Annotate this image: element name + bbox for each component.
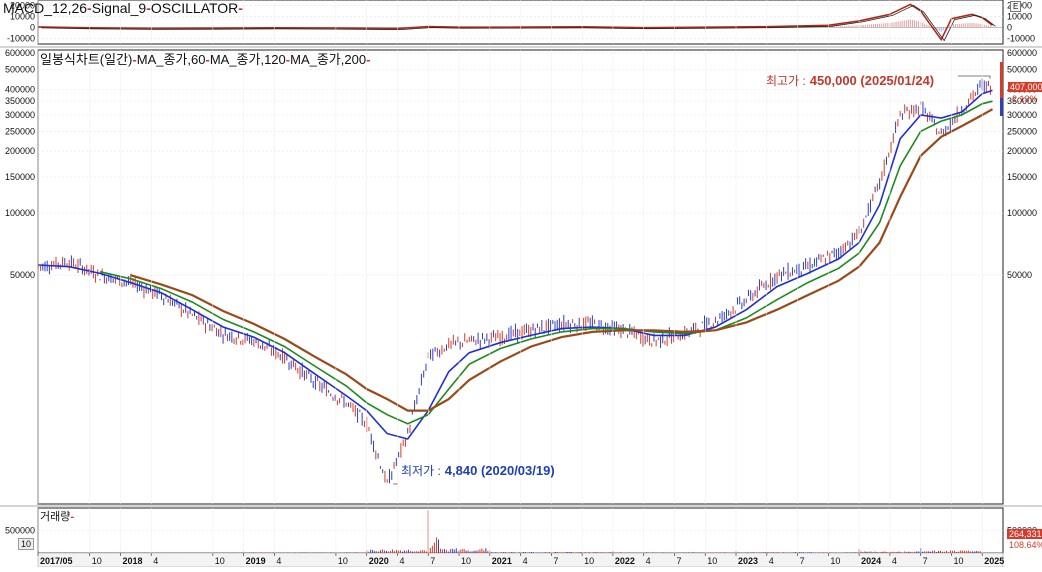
price-tick-right: 300000: [1007, 110, 1037, 120]
volume-tick-left: 500000: [5, 526, 35, 536]
time-tick-label: 4: [276, 556, 281, 566]
macd-tick-right: 0: [1007, 23, 1012, 33]
price-tick-left: 50000: [10, 270, 35, 280]
time-tick-label: 2025: [984, 556, 1004, 566]
time-tick-label: 2019: [246, 556, 266, 566]
volume-percent-badge: 108.64%: [1009, 540, 1042, 550]
time-tick-label: 7: [553, 556, 558, 566]
ma200-title: MA_종가,200: [290, 52, 367, 67]
time-tick-label: 4: [399, 556, 404, 566]
price-tick-left: 200000: [5, 146, 35, 156]
time-tick-label: 7: [923, 556, 928, 566]
time-tick-label: 2023: [738, 556, 758, 566]
macd-signal-line: [41, 4, 996, 42]
high-price-value: 450,000 (2025/01/24): [809, 73, 935, 88]
macd-tick-left: 10000: [10, 12, 35, 22]
title-separator: -: [87, 0, 92, 16]
macd-right-marker[interactable]: E: [1010, 1, 1022, 12]
title-separator: -: [285, 52, 291, 67]
price-tick-left: 500000: [5, 64, 35, 74]
low-price-value: 4,840 (2020/03/19): [444, 463, 555, 478]
price-tick-left: 600000: [5, 48, 35, 58]
price-tick-left: 150000: [5, 172, 35, 182]
price-tick-right: 150000: [1007, 172, 1037, 182]
current-price-badge: 407,000: [1008, 82, 1042, 92]
change-percent-badge: 2.13%: [1012, 94, 1038, 104]
price-panel-title: 일봉식차트(일간)-MA_종가,60-MA_종가,120-MA_종가,200-: [40, 49, 370, 68]
macd-tick-right: -10000: [1007, 34, 1035, 44]
time-tick-label: 4: [892, 556, 897, 566]
low-price-label: 최저가 :: [401, 464, 441, 478]
macd-title-part: MACD_12,26: [3, 0, 88, 16]
time-tick-label: 10: [830, 556, 840, 566]
time-tick-label: 2022: [615, 556, 635, 566]
ma60-line: [38, 89, 993, 440]
price-tick-left: 250000: [5, 126, 35, 136]
volume-panel-title: 거래량-: [40, 508, 74, 524]
volume-title-text: 거래량: [40, 511, 71, 523]
price-tick-right: 600000: [1007, 48, 1037, 58]
time-tick-label: 10: [92, 556, 102, 566]
title-separator: -: [205, 52, 210, 67]
macd-tick-left: 20000: [10, 1, 35, 11]
price-tick-right: 50000: [1007, 270, 1032, 280]
price-tick-right: 350000: [1007, 96, 1037, 106]
price-range-bar-down: [1000, 98, 1003, 116]
price-tick-right: 200000: [1007, 146, 1037, 156]
volume-current-badge: 264,331: [1007, 529, 1042, 539]
price-tick-left: 350000: [5, 96, 35, 106]
title-separator: -: [366, 52, 371, 67]
time-tick-label: 4: [523, 556, 528, 566]
time-tick-label: 10: [953, 556, 963, 566]
price-tick-right: 250000: [1007, 126, 1037, 136]
time-tick-label: 10: [707, 556, 717, 566]
time-tick-label: 2018: [122, 556, 142, 566]
price-title-part: 일봉식차트(일간): [40, 52, 133, 67]
macd-tick-right: 10000: [1007, 12, 1032, 22]
time-tick-label: 10: [461, 556, 471, 566]
time-tick-label: 7: [430, 556, 435, 566]
time-tick-label: 2020: [369, 556, 389, 566]
title-separator: -: [70, 511, 75, 523]
macd-panel-title: MACD_12,26-Signal_9-OSCILLATOR-: [3, 0, 243, 16]
time-tick-label: 4: [646, 556, 651, 566]
price-tick-right: 500000: [1007, 64, 1037, 74]
time-tick-label: 10: [215, 556, 225, 566]
time-tick-label: 10: [338, 556, 348, 566]
price-tick-left: 300000: [5, 110, 35, 120]
price-tick-left: 100000: [5, 208, 35, 218]
macd-title-part: Signal_9: [91, 0, 147, 16]
price-range-bar-up: [1000, 62, 1003, 98]
high-price-label: 최고가 :: [766, 74, 806, 88]
time-tick-label: 4: [769, 556, 774, 566]
macd-tick-left: 0: [30, 23, 35, 33]
price-tick-right: 100000: [1007, 208, 1037, 218]
title-separator: -: [132, 52, 137, 67]
time-tick-label: 7: [676, 556, 681, 566]
macd-tick-left: -10000: [7, 34, 35, 44]
time-tick-label: 10: [584, 556, 594, 566]
high-price-annotation: 최고가 :450,000 (2025/01/24): [766, 72, 934, 89]
ma120-title: MA_종가,120: [209, 52, 286, 67]
price-tick-left: 400000: [5, 84, 35, 94]
time-tick-label: 2017/05: [40, 556, 73, 566]
title-separator: -: [238, 0, 243, 16]
time-tick-label: 4: [153, 556, 158, 566]
time-tick-label: 2021: [492, 556, 512, 566]
low-price-annotation: 최저가 :4,840 (2020/03/19): [401, 462, 555, 479]
time-tick-label: 2024: [861, 556, 881, 566]
ma60-title: MA_종가,60: [136, 52, 206, 67]
title-separator: -: [146, 0, 151, 16]
volume-left-marker: 10: [18, 538, 35, 550]
macd-title-part: OSCILLATOR: [150, 0, 239, 16]
time-tick-label: 7: [800, 556, 805, 566]
